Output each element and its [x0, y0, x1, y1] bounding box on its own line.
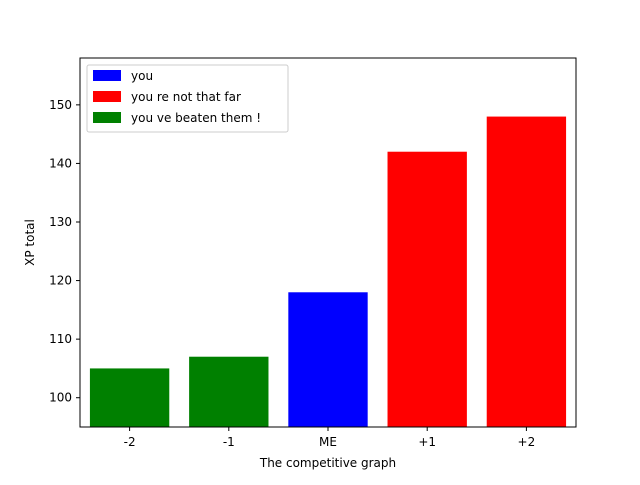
bar-1 — [89, 368, 170, 427]
y-tick-label: 100 — [49, 391, 72, 405]
x-tick-label: +1 — [418, 435, 436, 449]
legend-label: you re not that far — [131, 90, 241, 104]
y-axis-ticks: 100 110 120 130 140 150 — [49, 98, 80, 405]
bar-4 — [387, 151, 467, 427]
legend-box — [86, 64, 289, 133]
x-axis-ticks: -2 -1 ME +1 +2 — [124, 427, 536, 449]
x-tick-label: -1 — [223, 435, 235, 449]
legend-swatch — [93, 112, 121, 123]
y-tick-label: 120 — [49, 274, 72, 288]
bar-5 — [486, 116, 567, 428]
legend-label: you ve beaten them ! — [131, 111, 261, 125]
legend-entries: you you re not that far you ve beaten them… — [93, 69, 261, 125]
legend: you you re not that far you ve beaten them… — [86, 64, 289, 133]
x-tick-label: ME — [319, 435, 337, 449]
plot-frame — [79, 57, 577, 428]
bar-3 — [288, 292, 368, 427]
y-tick-label: 140 — [49, 156, 72, 170]
legend-swatch — [93, 70, 121, 81]
bar-2 — [189, 356, 269, 427]
x-tick-label: +2 — [518, 435, 536, 449]
legend-swatch — [93, 91, 121, 102]
y-tick-label: 150 — [49, 98, 72, 112]
x-axis-label: The competitive graph — [259, 456, 396, 470]
x-tick-label: -2 — [124, 435, 136, 449]
legend-label: you — [131, 69, 153, 83]
bars — [89, 116, 567, 428]
y-axis-label: XP total — [23, 219, 37, 266]
y-tick-label: 130 — [49, 215, 72, 229]
y-tick-label: 110 — [49, 332, 72, 346]
